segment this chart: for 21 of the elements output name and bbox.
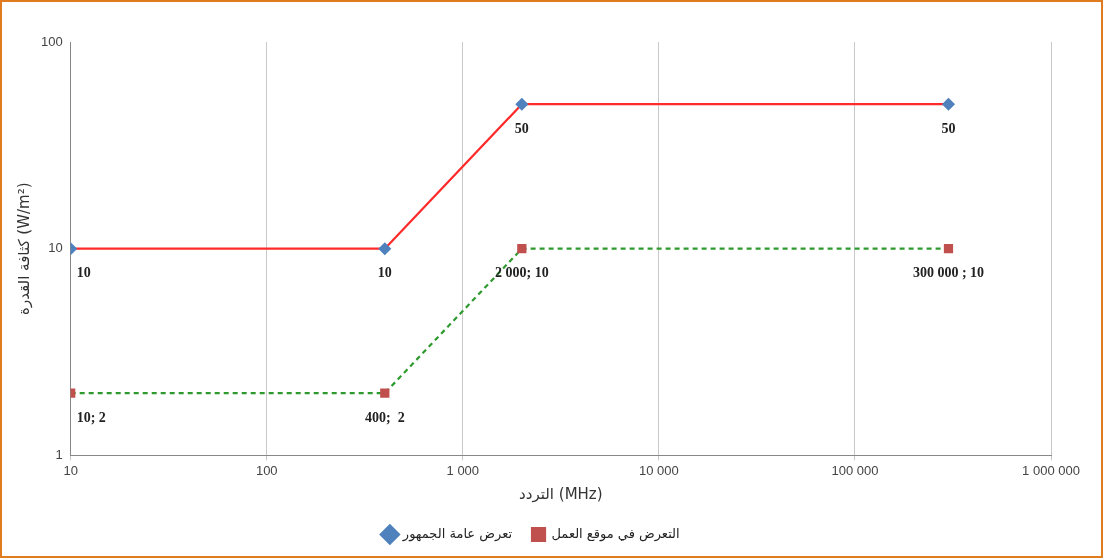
legend-label: التعرض في موقع العمل xyxy=(551,525,680,542)
legend-label: تعرض عامة الجمهور xyxy=(401,525,513,542)
x-tick-label: 1 000 xyxy=(446,462,480,478)
x-tick-label: 100 xyxy=(255,462,278,478)
x-tick-label: 100 000 xyxy=(831,462,879,478)
y-tick-label: 1 xyxy=(55,446,63,462)
data-label: 10 xyxy=(377,265,392,281)
y-axis-title: كثافة القدرة (W/m²) xyxy=(14,182,33,315)
y-tick-label: 100 xyxy=(40,33,63,49)
x-tick-label: 10 000 xyxy=(638,462,679,478)
x-tick-label: 10 xyxy=(63,462,78,478)
data-label: 300 000 ; 10 xyxy=(912,265,985,281)
x-tick-label: 1 000 000 xyxy=(1022,462,1080,478)
data-label: 10 xyxy=(76,265,91,281)
data-label: 10; 2 xyxy=(76,409,106,425)
data-label: 2 000; 10 xyxy=(495,265,549,281)
data-label: 50 xyxy=(941,120,956,136)
data-label: 400; 2 xyxy=(364,409,405,425)
data-label: 50 xyxy=(514,120,529,136)
x-axis-title: التردد (MHz) xyxy=(519,484,603,503)
y-tick-label: 10 xyxy=(48,240,63,256)
